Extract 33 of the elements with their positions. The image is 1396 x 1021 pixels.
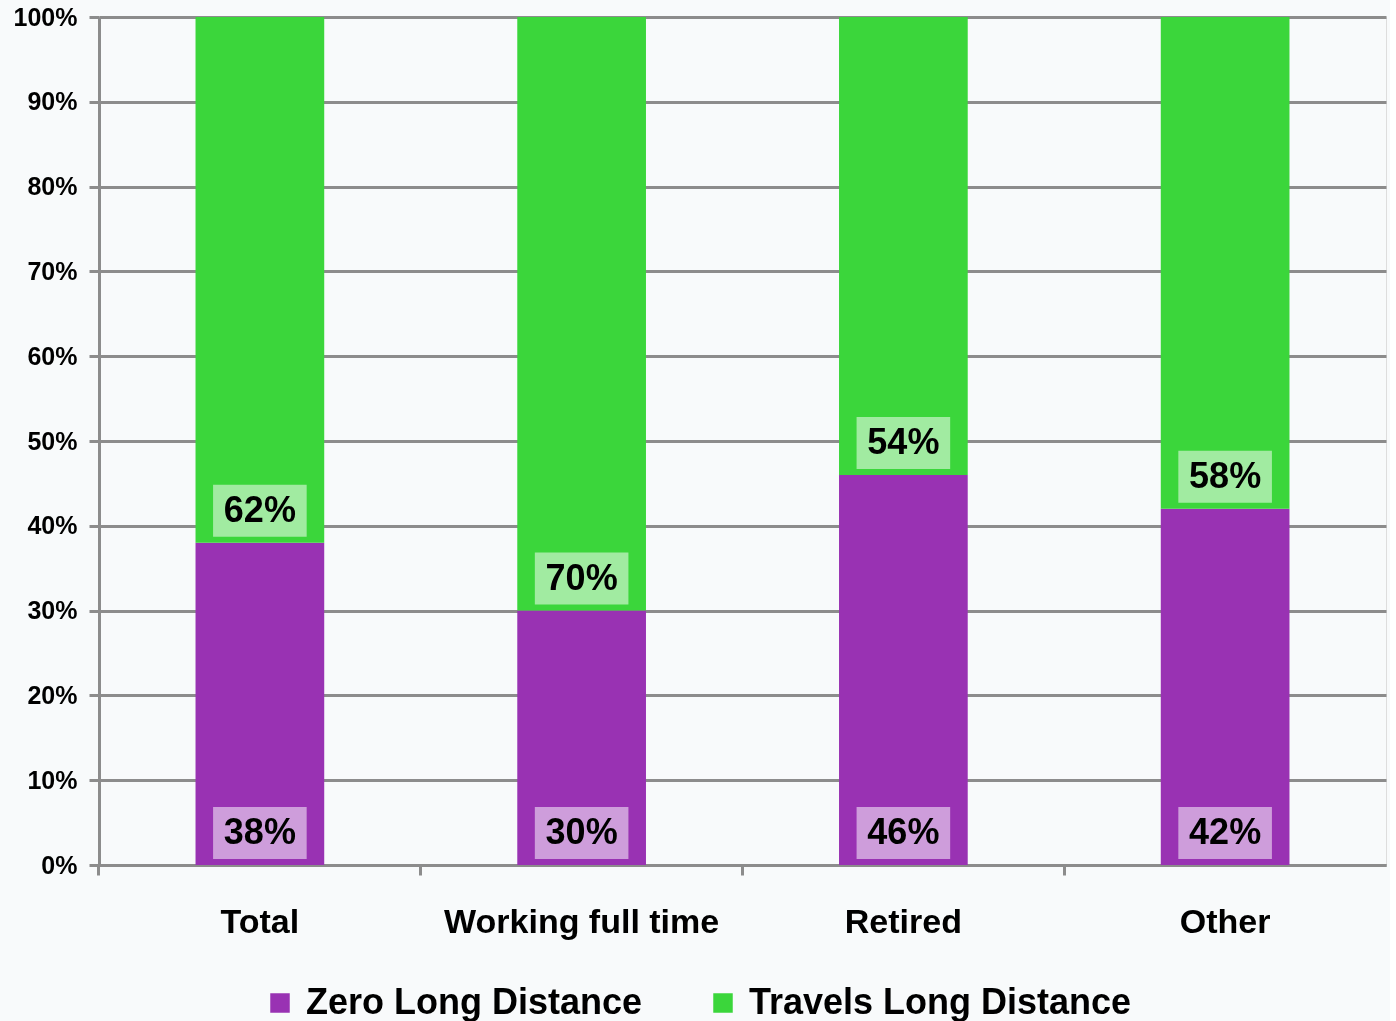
y-tick-label: 50% bbox=[27, 426, 78, 455]
y-tick-label: 30% bbox=[27, 596, 78, 625]
y-tick-label: 80% bbox=[27, 172, 78, 201]
data-label: 70% bbox=[545, 556, 618, 598]
x-tick-label: Total bbox=[220, 901, 300, 940]
data-label: 42% bbox=[1189, 811, 1262, 852]
y-tick-label: 40% bbox=[27, 511, 78, 540]
bar bbox=[517, 17, 646, 611]
x-tick-label: Other bbox=[1179, 901, 1271, 940]
y-tick-label: 0% bbox=[41, 850, 78, 879]
legend-label: Travels Long Distance bbox=[749, 981, 1132, 1021]
data-label: 54% bbox=[867, 420, 940, 462]
x-tick-label: Working full time bbox=[444, 901, 720, 940]
y-tick-label: 70% bbox=[27, 256, 78, 285]
legend-label: Zero Long Distance bbox=[306, 981, 643, 1021]
y-tick-label: 90% bbox=[27, 87, 78, 116]
y-tick-label: 100% bbox=[13, 2, 78, 31]
data-label: 30% bbox=[545, 811, 618, 852]
y-tick-label: 20% bbox=[27, 680, 78, 709]
y-tick-label: 10% bbox=[27, 765, 78, 794]
bar bbox=[195, 542, 325, 865]
x-tick-label: Retired bbox=[844, 901, 962, 940]
bar bbox=[517, 610, 646, 865]
bar bbox=[1160, 508, 1290, 865]
bar bbox=[839, 17, 968, 475]
data-label: 38% bbox=[223, 811, 296, 852]
data-label: 62% bbox=[223, 488, 296, 530]
data-label: 58% bbox=[1189, 454, 1262, 496]
data-label: 46% bbox=[867, 811, 940, 852]
bar bbox=[839, 474, 968, 865]
bar bbox=[195, 17, 325, 543]
bar bbox=[1160, 17, 1290, 509]
y-tick-label: 60% bbox=[27, 341, 78, 370]
